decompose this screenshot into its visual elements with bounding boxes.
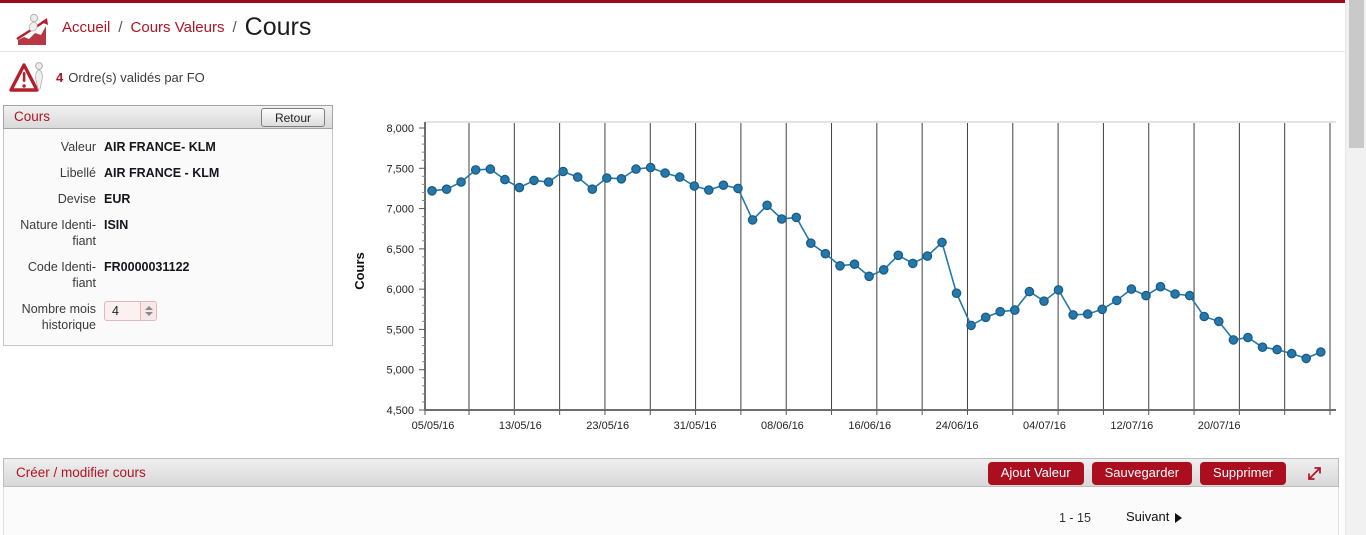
svg-text:5,000: 5,000 xyxy=(386,365,414,377)
ajout-valeur-button[interactable]: Ajout Valeur xyxy=(987,462,1084,485)
breadcrumb: Accueil / Cours Valeurs / Cours xyxy=(62,3,311,52)
field-row-devise: Devise EUR xyxy=(14,191,322,207)
svg-text:5,500: 5,500 xyxy=(386,324,414,336)
panel-header: Cours Retour xyxy=(3,105,333,129)
svg-text:6,000: 6,000 xyxy=(386,284,414,296)
svg-text:20/07/16: 20/07/16 xyxy=(1198,420,1241,432)
supprimer-button[interactable]: Supprimer xyxy=(1200,462,1286,485)
app-logo-chart-icon xyxy=(16,13,48,45)
breadcrumb-separator: / xyxy=(232,19,237,36)
chart-canvas: 4,500 5,000 5,500 6,000 6,500 7,000 7,500 8,000… xyxy=(352,121,1336,432)
field-row-valeur: Valeur AIR FRANCE- KLM xyxy=(14,139,322,155)
spinner-arrows[interactable] xyxy=(140,302,156,320)
svg-text:7,500: 7,500 xyxy=(386,163,414,175)
svg-text:12/07/16: 12/07/16 xyxy=(1110,420,1153,432)
bottom-pane: 1 - 15 Suivant xyxy=(3,487,1339,535)
svg-text:23/05/16: 23/05/16 xyxy=(586,420,629,432)
field-label: Nombre mois historique xyxy=(21,302,96,332)
expand-icon[interactable] xyxy=(1306,465,1323,482)
logo-chart-area xyxy=(18,26,46,45)
svg-text:05/05/16: 05/05/16 xyxy=(412,420,455,432)
field-row-nature-identifiant: Nature Identi- fiant ISIN xyxy=(14,217,322,249)
months-history-value: 4 xyxy=(112,304,119,318)
create-modify-title: Créer / modifier cours xyxy=(16,465,146,480)
header: Accueil / Cours Valeurs / Cours xyxy=(0,3,1345,52)
field-label: Libellé xyxy=(59,166,96,180)
field-label: Code Identi- fiant xyxy=(27,260,96,290)
top-accent-bar xyxy=(0,0,1345,3)
logo-arrow-head xyxy=(41,18,48,25)
cours-line-chart: 4,500 5,000 5,500 6,000 6,500 7,000 7,500 8,000… xyxy=(350,108,1345,453)
cours-detail-panel: Cours Retour Valeur AIR FRANCE- KLM Libe… xyxy=(3,105,333,346)
field-value-nature-identifiant: ISIN xyxy=(104,218,129,232)
scrollbar-thumb[interactable] xyxy=(1349,0,1364,148)
breadcrumb-link-cours-valeurs[interactable]: Cours Valeurs xyxy=(130,19,225,36)
field-value-valeur: AIR FRANCE- KLM xyxy=(104,140,216,154)
warning-exclamation-dot xyxy=(22,84,26,88)
retour-button[interactable]: Retour xyxy=(260,108,325,127)
field-value-libelle: AIR FRANCE - KLM xyxy=(104,166,220,180)
vertical-scrollbar[interactable] xyxy=(1345,0,1366,535)
spinner-up-icon[interactable] xyxy=(145,306,153,310)
spinner-down-icon[interactable] xyxy=(145,312,153,316)
svg-text:4,500: 4,500 xyxy=(386,405,414,417)
svg-text:8,000: 8,000 xyxy=(386,123,414,135)
field-row-libelle: Libellé AIR FRANCE - KLM xyxy=(14,165,322,181)
field-value-code-identifiant: FR0000031122 xyxy=(104,260,190,274)
alert-row: 4 Ordre(s) validés par FO xyxy=(8,58,205,96)
warning-exclamation xyxy=(22,72,26,82)
svg-text:04/07/16: 04/07/16 xyxy=(1023,420,1066,432)
field-label: Devise xyxy=(57,192,96,206)
action-buttons: Ajout Valeur Sauvegarder Supprimer xyxy=(987,462,1286,485)
field-label: Nature Identi- fiant xyxy=(20,218,96,248)
warning-figure-body xyxy=(35,69,43,90)
logo-figure-head xyxy=(29,13,39,23)
panel-body: Valeur AIR FRANCE- KLM Libellé AIR FRANC… xyxy=(3,129,333,346)
svg-text:Cours: Cours xyxy=(352,252,367,290)
next-arrow-icon xyxy=(1175,512,1183,523)
create-modify-bar: Créer / modifier cours Ajout Valeur Sauv… xyxy=(3,458,1339,487)
alert-count: 4 xyxy=(56,69,64,85)
svg-text:7,000: 7,000 xyxy=(386,204,414,216)
svg-text:08/06/16: 08/06/16 xyxy=(761,420,804,432)
breadcrumb-separator: / xyxy=(118,19,123,36)
alert-label: Ordre(s) validés par FO xyxy=(68,69,205,85)
svg-text:13/05/16: 13/05/16 xyxy=(499,420,542,432)
warning-figure-head xyxy=(35,62,43,70)
field-row-nombre-mois: Nombre mois historique 4 xyxy=(14,301,322,333)
panel-title: Cours xyxy=(14,109,51,124)
logo-figure-body xyxy=(28,21,38,32)
field-label: Valeur xyxy=(60,140,96,154)
alert-message: 4 Ordre(s) validés par FO xyxy=(56,70,205,85)
svg-text:24/06/16: 24/06/16 xyxy=(936,420,979,432)
warning-icon xyxy=(9,62,43,92)
sauvegarder-button[interactable]: Sauvegarder xyxy=(1091,462,1193,485)
pagination-next[interactable]: Suivant xyxy=(1126,509,1183,524)
field-row-code-identifiant: Code Identi- fiant FR0000031122 xyxy=(14,259,322,291)
field-value-devise: EUR xyxy=(104,192,131,206)
breadcrumb-link-accueil[interactable]: Accueil xyxy=(62,19,111,36)
svg-text:31/05/16: 31/05/16 xyxy=(674,420,717,432)
page-title: Cours xyxy=(244,13,312,41)
pagination-range: 1 - 15 xyxy=(1059,511,1091,525)
months-history-spinner[interactable]: 4 xyxy=(104,301,157,321)
svg-text:6,500: 6,500 xyxy=(386,244,414,256)
svg-text:16/06/16: 16/06/16 xyxy=(848,420,891,432)
pagination-next-label: Suivant xyxy=(1126,509,1170,524)
